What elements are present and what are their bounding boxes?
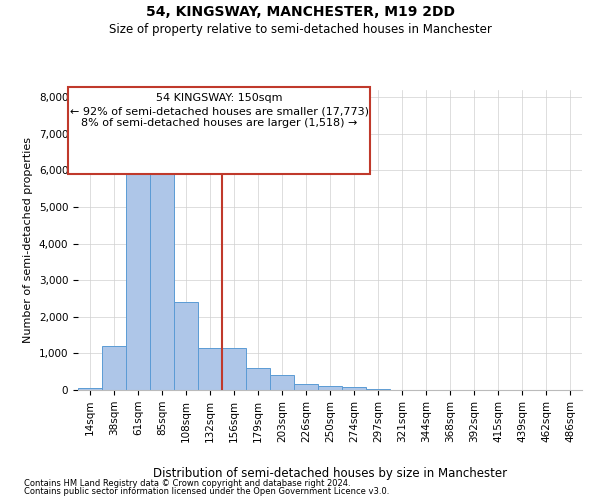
Text: ← 92% of semi-detached houses are smaller (17,773): ← 92% of semi-detached houses are smalle… (70, 106, 368, 116)
Text: 8% of semi-detached houses are larger (1,518) →: 8% of semi-detached houses are larger (1… (81, 118, 358, 128)
Text: Distribution of semi-detached houses by size in Manchester: Distribution of semi-detached houses by … (153, 467, 507, 480)
Y-axis label: Number of semi-detached properties: Number of semi-detached properties (23, 137, 33, 343)
Bar (174, 302, 198, 390)
Bar (246, 368, 270, 390)
Text: Size of property relative to semi-detached houses in Manchester: Size of property relative to semi-detach… (109, 22, 491, 36)
Bar (198, 348, 222, 390)
Bar (366, 388, 390, 390)
Bar (270, 376, 294, 390)
Text: 54, KINGSWAY, MANCHESTER, M19 2DD: 54, KINGSWAY, MANCHESTER, M19 2DD (146, 5, 455, 19)
Bar (222, 348, 246, 390)
Text: Contains HM Land Registry data © Crown copyright and database right 2024.: Contains HM Land Registry data © Crown c… (24, 478, 350, 488)
Bar (78, 388, 102, 390)
Bar (102, 346, 126, 390)
Bar (318, 386, 342, 390)
Text: 54 KINGSWAY: 150sqm: 54 KINGSWAY: 150sqm (156, 93, 283, 103)
Bar (342, 388, 366, 390)
Text: Contains public sector information licensed under the Open Government Licence v3: Contains public sector information licen… (24, 487, 389, 496)
Bar (150, 145, 174, 390)
Bar (294, 384, 318, 390)
Bar (126, 152, 150, 390)
